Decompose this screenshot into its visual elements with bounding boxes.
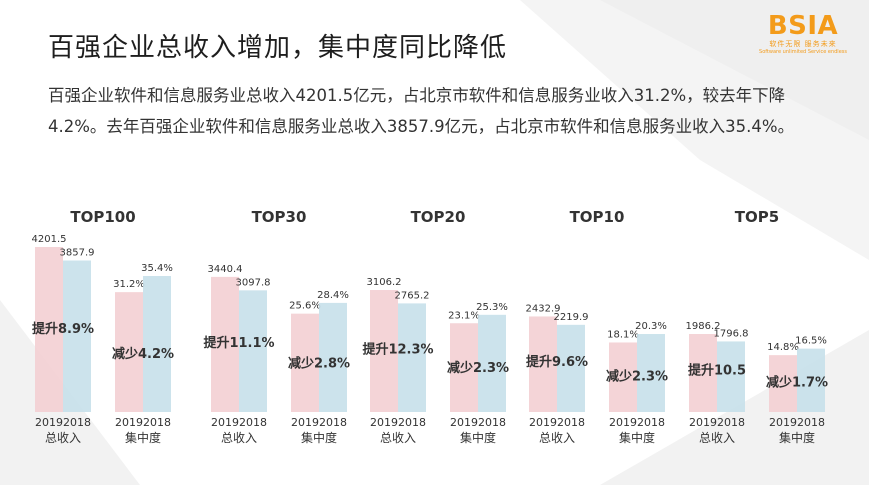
group-title-top30: TOP30 — [252, 208, 307, 226]
value-label-top5-revenue-2018: 1796.8 — [714, 328, 749, 339]
bar-top100-revenue-2019 — [35, 247, 63, 412]
value-label-top20-revenue-2018: 2765.2 — [395, 290, 430, 301]
change-label-top5-revenue: 提升10.5 — [688, 363, 746, 379]
year-label-top5-revenue-2018: 2018 — [717, 416, 745, 429]
change-label-top20-revenue: 提升12.3% — [362, 341, 433, 357]
year-label-top20-concentration-2019: 2019 — [450, 416, 478, 429]
category-label-top5-concentration: 集中度 — [779, 430, 815, 445]
year-label-top100-concentration-2018: 2018 — [143, 416, 171, 429]
value-label-top30-concentration-2019: 25.6% — [289, 301, 321, 312]
value-label-top20-concentration-2019: 23.1% — [448, 310, 480, 321]
bar-top5-concentration-2018 — [797, 348, 825, 412]
change-label-top30-revenue: 提升11.1% — [203, 335, 274, 351]
bar-top30-concentration-2019 — [291, 313, 319, 412]
value-label-top10-revenue-2018: 2219.9 — [554, 312, 589, 323]
value-label-top10-revenue-2019: 2432.9 — [526, 303, 561, 314]
year-label-top10-concentration-2019: 2019 — [609, 416, 637, 429]
bar-top10-concentration-2018 — [637, 334, 665, 412]
value-label-top20-revenue-2019: 3106.2 — [367, 277, 402, 288]
category-label-top100-concentration: 集中度 — [125, 430, 161, 445]
group-title-top10: TOP10 — [570, 208, 625, 226]
group-title-top5: TOP5 — [735, 208, 779, 226]
category-label-top10-concentration: 集中度 — [619, 430, 655, 445]
value-label-top20-concentration-2018: 25.3% — [476, 302, 508, 313]
change-label-top10-concentration: 减少2.3% — [606, 369, 668, 385]
bar-top20-concentration-2019 — [450, 323, 478, 412]
category-label-top5-revenue: 总收入 — [699, 431, 735, 445]
logo-text: BSIA — [767, 11, 839, 41]
year-label-top10-concentration-2018: 2018 — [637, 416, 665, 429]
bar-top100-concentration-2019 — [115, 292, 143, 412]
year-label-top100-revenue-2018: 2018 — [63, 416, 91, 429]
category-label-top20-revenue: 总收入 — [380, 431, 416, 445]
value-label-top5-concentration-2019: 14.8% — [767, 342, 799, 353]
category-label-top30-concentration: 集中度 — [301, 430, 337, 445]
year-label-top100-revenue-2019: 2019 — [35, 416, 63, 429]
bsia-logo: BSIA 软件无限 服务未来 Software unlimited Servic… — [755, 12, 851, 60]
value-label-top10-concentration-2018: 20.3% — [635, 321, 667, 332]
category-label-top10-revenue: 总收入 — [539, 431, 575, 445]
bar-top5-revenue-2018 — [717, 341, 745, 412]
bar-top20-revenue-2018 — [398, 303, 426, 412]
category-label-top30-revenue: 总收入 — [221, 431, 257, 445]
year-label-top30-concentration-2018: 2018 — [319, 416, 347, 429]
value-label-top10-concentration-2019: 18.1% — [607, 329, 639, 340]
value-label-top100-revenue-2019: 4201.5 — [32, 234, 67, 245]
change-label-top100-concentration: 减少4.2% — [112, 346, 174, 362]
year-label-top5-concentration-2018: 2018 — [797, 416, 825, 429]
page-title: 百强企业总收入增加，集中度同比降低 — [48, 33, 508, 63]
group-title-top100: TOP100 — [70, 208, 135, 226]
bar-top100-revenue-2018 — [63, 260, 91, 412]
bar-top20-revenue-2019 — [370, 290, 398, 412]
bar-top30-revenue-2019 — [211, 276, 239, 412]
year-label-top30-concentration-2019: 2019 — [291, 416, 319, 429]
group-title-top20: TOP20 — [411, 208, 466, 226]
value-label-top5-concentration-2018: 16.5% — [795, 336, 827, 347]
year-label-top20-revenue-2019: 2019 — [370, 416, 398, 429]
value-label-top100-revenue-2018: 3857.9 — [60, 247, 95, 258]
bar-top100-concentration-2018 — [143, 276, 171, 412]
bar-top10-revenue-2019 — [529, 316, 557, 412]
year-label-top10-revenue-2019: 2019 — [529, 416, 557, 429]
bar-top10-concentration-2019 — [609, 342, 637, 412]
logo-slogan-en: Software unlimited Service endless — [759, 49, 847, 55]
year-label-top20-concentration-2018: 2018 — [478, 416, 506, 429]
year-label-top20-revenue-2018: 2018 — [398, 416, 426, 429]
bar-top5-concentration-2019 — [769, 355, 797, 412]
bar-top30-revenue-2018 — [239, 290, 267, 412]
page-description: 百强企业软件和信息服务业总收入4201.5亿元，占北京市软件和信息服务业收入31… — [48, 86, 795, 136]
bar-top30-concentration-2018 — [319, 302, 347, 412]
year-label-top5-revenue-2019: 2019 — [689, 416, 717, 429]
value-label-top30-revenue-2018: 3097.8 — [236, 277, 271, 288]
value-label-top100-concentration-2018: 35.4% — [141, 263, 173, 274]
year-label-top100-concentration-2019: 2019 — [115, 416, 143, 429]
change-label-top10-revenue: 提升9.6% — [526, 354, 588, 370]
year-label-top30-revenue-2018: 2018 — [239, 416, 267, 429]
value-label-top100-concentration-2019: 31.2% — [113, 279, 145, 290]
bar-top20-concentration-2018 — [478, 314, 506, 412]
category-label-top20-concentration: 集中度 — [460, 430, 496, 445]
year-label-top30-revenue-2019: 2019 — [211, 416, 239, 429]
change-label-top20-concentration: 减少2.3% — [447, 360, 509, 376]
value-label-top5-revenue-2019: 1986.2 — [686, 321, 721, 332]
bar-top10-revenue-2018 — [557, 324, 585, 412]
year-label-top10-revenue-2018: 2018 — [557, 416, 585, 429]
change-label-top30-concentration: 减少2.8% — [288, 356, 350, 372]
change-label-top100-revenue: 提升8.9% — [32, 321, 94, 337]
year-label-top5-concentration-2019: 2019 — [769, 416, 797, 429]
bar-top5-revenue-2019 — [689, 333, 717, 412]
value-label-top30-concentration-2018: 28.4% — [317, 290, 349, 301]
logo-slogan-cn: 软件无限 服务未来 — [769, 40, 837, 48]
category-label-top100-revenue: 总收入 — [45, 431, 81, 445]
value-label-top30-revenue-2019: 3440.4 — [208, 264, 243, 275]
change-label-top5-concentration: 减少1.7% — [766, 374, 828, 390]
